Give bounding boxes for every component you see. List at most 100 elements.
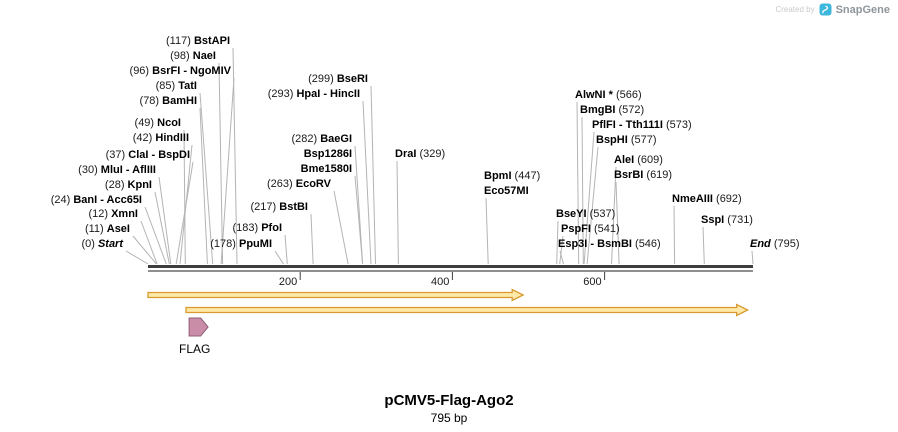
site-position: (329) [416, 148, 446, 160]
site-label-Esp3IBsmBI[interactable]: Esp3I - BsmBI (546) [558, 238, 661, 250]
site-label-End[interactable]: End (795) [750, 238, 800, 250]
enzyme-name: ClaI - BspDI [128, 149, 190, 161]
orf-arrow[interactable] [147, 288, 525, 302]
site-label-NcoI[interactable]: (49) NcoI [135, 117, 181, 129]
enzyme-name: Bme1580I [300, 163, 352, 175]
callout-line [125, 250, 149, 265]
enzyme-name: BstBI [279, 201, 308, 213]
site-label-BpmI[interactable]: BpmI (447) [484, 170, 540, 182]
site-position: (293) [267, 88, 297, 100]
ruler-number: 200 [278, 276, 298, 288]
site-label-Eco57MI[interactable]: Eco57MI [484, 185, 529, 197]
callout-line [354, 175, 364, 265]
enzyme-name: BmgBI [580, 104, 616, 116]
enzyme-name: End [750, 238, 771, 250]
site-position: (577) [627, 134, 657, 146]
enzyme-name: DraI [395, 148, 417, 160]
site-position: (573) [662, 119, 692, 131]
site-label-BamHI[interactable]: (78) BamHI [140, 95, 197, 107]
site-label-PfoI[interactable]: (183) PfoI [232, 222, 282, 234]
site-label-BaeGI[interactable]: (282) BaeGI [291, 133, 352, 145]
site-label-AlwNI[interactable]: AlwNI * (566) [575, 89, 642, 101]
enzyme-name: BpmI [484, 170, 512, 182]
site-label-PflFITth111I[interactable]: PflFI - Tth111I (573) [592, 119, 692, 131]
site-label-BsrBI[interactable]: BsrBI (619) [614, 169, 672, 181]
site-position: (263) [266, 178, 296, 190]
plasmid-title: pCMV5-Flag-Ago2 [384, 392, 514, 409]
site-label-Start[interactable]: (0) Start [81, 238, 123, 250]
orf-arrow[interactable] [185, 303, 750, 317]
enzyme-name: KpnI [127, 179, 152, 191]
site-label-HindIII[interactable]: (42) HindIII [133, 132, 189, 144]
site-label-BsrFINgoMIV[interactable]: (96) BsrFI - NgoMIV [130, 65, 231, 77]
site-label-XmnI[interactable]: (12) XmnI [88, 208, 138, 220]
enzyme-name: AleI [614, 154, 635, 166]
site-label-AleI[interactable]: AleI (609) [614, 154, 663, 166]
site-label-BmgBI[interactable]: BmgBI (572) [580, 104, 644, 116]
site-position: (0) [81, 238, 98, 250]
enzyme-name: BsrBI [614, 169, 644, 181]
watermark-created-by-text: Created by [775, 5, 815, 14]
site-label-NmeAIII[interactable]: NmeAIII (692) [672, 193, 742, 205]
site-label-TatI[interactable]: (85) TatI [156, 80, 197, 92]
callout-line [199, 92, 214, 265]
callout-line [615, 181, 620, 265]
site-label-BanIAcc65I[interactable]: (24) BanI - Acc65I [51, 194, 142, 206]
site-label-Bme1580I[interactable]: Bme1580I [301, 163, 352, 175]
site-position: (85) [155, 80, 179, 92]
snapgene-watermark: Created by SnapGene [775, 3, 890, 16]
site-position: (28) [104, 179, 128, 191]
site-position: (178) [210, 238, 239, 250]
site-position: (24) [50, 194, 74, 206]
feature-arrow-flag[interactable] [188, 317, 209, 337]
site-position: (183) [232, 222, 262, 234]
ruler-ticks [299, 272, 606, 280]
sequence-bar-bottom-strand [148, 270, 753, 272]
site-label-KpnI[interactable]: (28) KpnI [105, 179, 152, 191]
site-label-BstBI[interactable]: (217) BstBI [251, 201, 308, 213]
callout-line [586, 146, 599, 265]
site-position: (282) [291, 133, 321, 145]
site-position: (546) [631, 238, 661, 250]
site-label-NaeI[interactable]: (98) NaeI [170, 50, 216, 62]
sequence-bar-top-strand [148, 265, 753, 268]
enzyme-name: PpuMI [239, 238, 272, 250]
site-label-Bsp1286I[interactable]: Bsp1286I [304, 148, 352, 160]
site-label-EcoRV[interactable]: (263) EcoRV [267, 178, 331, 190]
site-label-BspHI[interactable]: BspHI (577) [596, 134, 657, 146]
enzyme-name: Eco57MI [484, 185, 529, 197]
site-position: (299) [308, 73, 337, 85]
callout-line [576, 101, 580, 265]
enzyme-name: TatI [178, 80, 197, 92]
site-label-DraI[interactable]: DraI (329) [395, 148, 445, 160]
callout-line [199, 107, 208, 265]
site-position: (447) [511, 170, 541, 182]
site-position: (609) [634, 154, 663, 166]
site-label-MluIAflIII[interactable]: (30) MluI - AflIII [78, 164, 156, 176]
enzyme-name: SspI [701, 214, 725, 226]
callout-line [362, 100, 372, 265]
site-label-AseI[interactable]: (11) AseI [85, 223, 130, 235]
enzyme-name: BamHI [162, 95, 197, 107]
site-label-HpaIHincII[interactable]: (293) HpaI - HincII [268, 88, 360, 100]
callout-line [333, 190, 349, 265]
site-label-BseRI[interactable]: (299) BseRI [308, 73, 368, 85]
callout-line [370, 85, 376, 265]
enzyme-name: PflFI - Tth111I [592, 119, 663, 131]
callout-line [274, 250, 284, 265]
site-label-ClaIBspDI[interactable]: (37) ClaI - BspDI [106, 149, 190, 161]
callout-line [673, 205, 676, 265]
site-label-SspI[interactable]: SspI (731) [701, 214, 753, 226]
site-position: (42) [132, 132, 156, 144]
site-position: (11) [84, 223, 107, 235]
site-label-BstAPI[interactable]: (117) BstAPI [166, 35, 230, 47]
site-label-PpuMI[interactable]: (178) PpuMI [210, 238, 272, 250]
site-label-BseYI[interactable]: BseYI (537) [556, 208, 615, 220]
site-position: (537) [586, 208, 616, 220]
enzyme-name: Esp3I - BsmBI [558, 238, 632, 250]
site-position: (692) [712, 193, 742, 205]
site-position: (78) [139, 95, 163, 107]
feature-label-flag[interactable]: FLAG [179, 342, 211, 356]
site-label-PspFI[interactable]: PspFI (541) [561, 223, 620, 235]
